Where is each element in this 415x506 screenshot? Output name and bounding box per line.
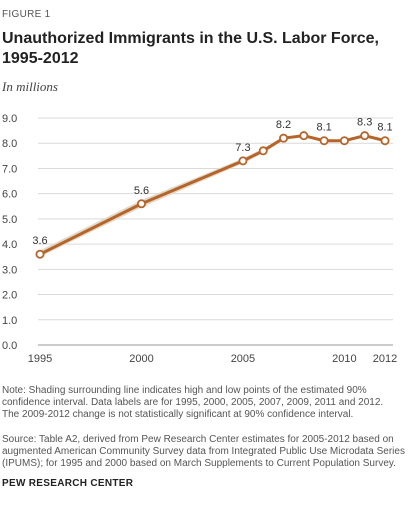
chart-subtitle: In millions [2,79,58,94]
data-label: 8.2 [276,119,291,131]
x-tick-label: 1995 [28,353,52,365]
y-tick-label: 6.0 [2,189,17,201]
y-tick-label: 9.0 [2,113,17,125]
data-point [360,131,370,141]
chart-title-line-2: 1995-2012 [2,50,79,67]
data-points [35,131,390,259]
data-labels: 3.6 5.6 7.3 8.2 8.1 8.3 8.1 [32,117,392,248]
source-line-2: augmented American Community Survey data… [2,446,405,457]
chart-note: Note: Shading surrounding line indicates… [2,385,412,421]
x-tick-label: 2005 [231,353,255,365]
chart-title-line-1: Unauthorized Immigrants in the U.S. Labo… [2,30,379,47]
data-point [258,146,268,156]
y-tick-label: 8.0 [2,138,17,150]
y-tick-label: 2.0 [2,290,17,302]
data-label: 8.1 [377,122,392,134]
data-point [35,249,45,259]
y-tick-label: 3.0 [2,264,17,276]
series-line [39,134,386,256]
x-axis-tick-labels: 1995 2000 2005 2010 2012 [28,353,397,365]
y-tick-label: 1.0 [2,315,17,327]
y-tick-label: 7.0 [2,163,17,175]
source-line-1: Source: Table A2, derived from Pew Resea… [2,434,394,445]
note-line-1: Note: Shading surrounding line indicates… [2,385,367,396]
line-chart: 0.0 1.0 2.0 3.0 4.0 5.0 6.0 7.0 8.0 9.0 1995 2000 2… [2,113,397,365]
data-point [339,136,349,146]
y-tick-label: 4.0 [2,239,17,251]
y-tick-label: 0.0 [2,340,17,352]
data-point [319,136,329,146]
y-tick-label: 5.0 [2,214,17,226]
x-tick-label: 2000 [129,353,153,365]
x-tick-label: 2010 [332,353,356,365]
data-label: 8.3 [357,117,372,129]
data-label: 3.6 [32,235,47,247]
gridlines [38,117,393,346]
confidence-band [40,134,385,257]
chart-source: Source: Table A2, derived from Pew Resea… [2,434,412,470]
figure-label: FIGURE 1 [2,9,51,20]
organization-name: PEW RESEARCH CENTER [2,478,134,489]
data-label: 5.6 [134,185,149,197]
data-point [299,131,309,141]
data-label: 7.3 [235,142,250,154]
note-line-2: confidence interval. Data labels are for… [2,397,384,408]
data-label: 8.1 [316,122,331,134]
x-tick-label: 2012 [373,353,397,365]
note-line-3: The 2009-2012 change is not statisticall… [2,409,354,420]
chart-title: Unauthorized Immigrants in the U.S. Labo… [2,29,402,69]
data-point [238,156,248,166]
data-point [380,136,390,146]
data-point [279,133,289,143]
y-axis-tick-labels: 0.0 1.0 2.0 3.0 4.0 5.0 6.0 7.0 8.0 9.0 [2,113,17,352]
data-point [136,199,146,209]
source-line-3: (IPUMS); for 1995 and 2000 based on Marc… [2,458,396,469]
